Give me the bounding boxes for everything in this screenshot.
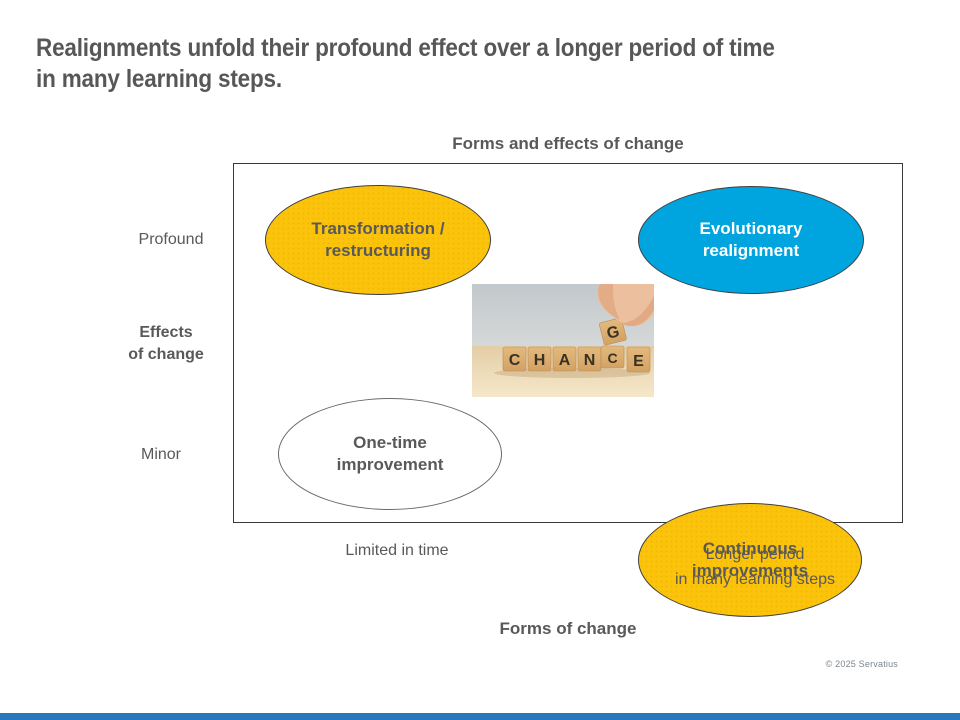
cube-letter-n: N — [584, 352, 596, 369]
cube-letter-e: E — [633, 353, 644, 370]
footer-accent-bar — [0, 713, 960, 720]
hand-icon — [597, 284, 654, 327]
y-axis-title: Effects of change — [128, 324, 204, 363]
cube-letter-h: H — [534, 352, 546, 369]
cube-letter-a: A — [559, 352, 571, 369]
change-photo-illustration: C H A N C — [472, 284, 654, 397]
quadrant-label: One-time improvement — [336, 433, 444, 474]
quadrant-transformation-restructuring: Transformation / restructuring — [265, 185, 491, 295]
x-axis-title: Forms of change — [499, 619, 637, 638]
quadrant-label: Evolutionary realignment — [699, 219, 803, 260]
y-axis-label-profound: Profound — [138, 231, 204, 248]
cube-letter-flip-top: G — [605, 323, 621, 343]
cube-letter-flip-front: C — [607, 350, 617, 366]
change-photo: C H A N C — [472, 284, 654, 397]
y-axis-label-minor: Minor — [140, 446, 181, 463]
quadrant-evolutionary-realignment: Evolutionary realignment — [638, 186, 864, 294]
matrix-title: Forms and effects of change — [452, 134, 684, 153]
quadrant-one-time-improvement: One-time improvement — [278, 398, 502, 510]
copyright-text: © 2025 Servatius — [825, 659, 898, 669]
x-axis-label-longer-period: Longer period in many learning steps — [674, 546, 836, 588]
slide-title: Realignments unfold their profound effec… — [36, 34, 775, 93]
x-axis-label-limited: Limited in time — [345, 542, 449, 559]
quadrant-continuous-improvements: Continuous improvements — [638, 503, 862, 617]
quadrant-label: Transformation / restructuring — [311, 219, 445, 260]
quadrant-label: Continuous improvements — [691, 539, 809, 580]
cube-letter-c: C — [509, 352, 521, 369]
